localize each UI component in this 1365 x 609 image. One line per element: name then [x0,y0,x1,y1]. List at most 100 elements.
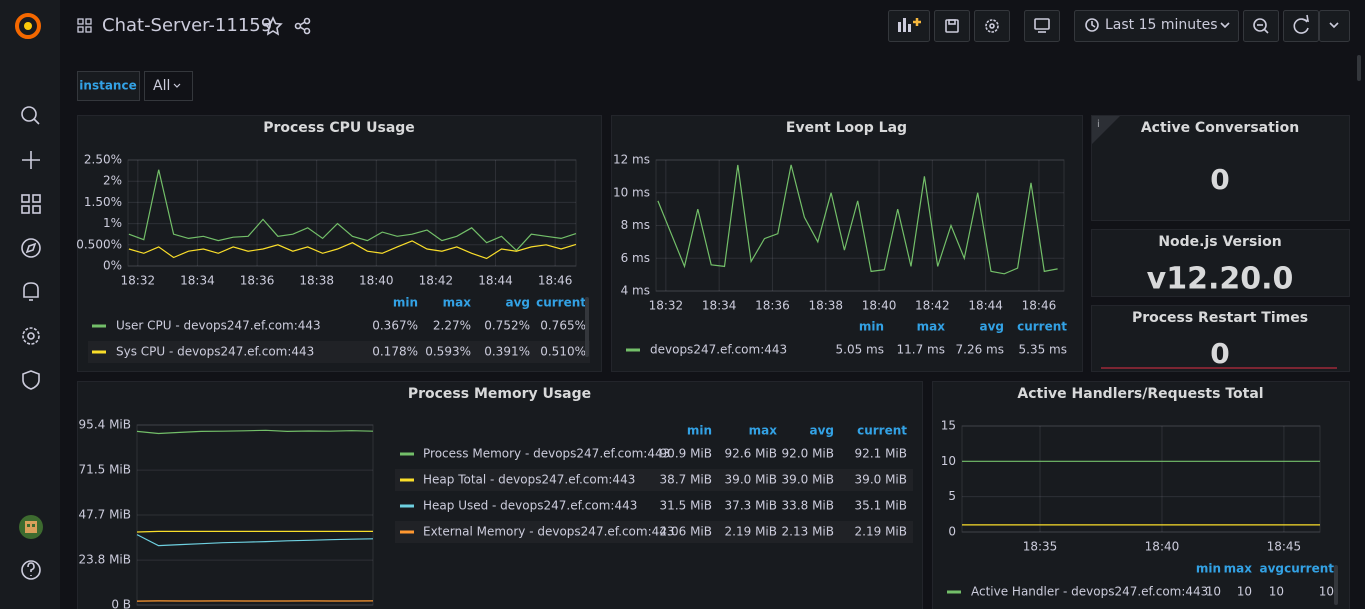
star-button[interactable] [263,16,283,36]
panel [77,381,923,609]
legend-swatch [400,478,414,482]
legend-stat: 38.7 MiB [660,473,712,487]
panel [77,115,602,372]
share-button[interactable] [294,17,311,35]
refresh-button[interactable] [1283,10,1319,42]
search-icon[interactable] [21,106,40,125]
legend-header: max [443,296,472,310]
series-line [136,530,373,533]
legend-stat: 39.0 MiB [855,473,907,487]
x-tick-label: 18:32 [649,299,684,313]
panel-title: Active Handlers/Requests Total [1017,386,1263,402]
x-tick-label: 18:42 [915,299,950,313]
legend-row-bg [88,341,590,363]
admin-icon[interactable] [22,370,40,390]
plot-area [961,425,1321,533]
legend-header: avg [505,296,530,310]
time-picker[interactable] [1074,10,1239,42]
legend-name: Sys CPU - devops247.ef.com:443 [116,345,314,359]
legend-name: devops247.ef.com:443 [650,343,787,357]
dashboard-title[interactable]: Chat-Server-11159 [102,15,272,36]
stat-value: v12.20.0 [1147,262,1294,297]
legend-header: current [1017,320,1067,334]
user-avatar[interactable] [19,515,43,539]
grafana-logo[interactable] [15,13,41,39]
legend-stat: 10 [1269,585,1284,599]
legend-stat: 10 [1206,585,1221,599]
legend-stat: 0.510% [540,345,586,359]
legend-header: min [1196,562,1221,576]
legend-stat: 0.593% [425,345,471,359]
settings-button[interactable] [974,10,1010,42]
variable-select[interactable] [144,71,193,101]
stat-title: Process Restart Times [1132,310,1308,326]
refresh-interval-button[interactable] [1319,10,1350,42]
y-tick-label: 0.500% [76,237,122,251]
y-tick-label: 71.5 MiB [79,463,131,477]
alerting-icon[interactable] [23,282,39,301]
legend-stat: 33.8 MiB [782,499,834,513]
legend-stat: 31.5 MiB [660,499,712,513]
y-tick-label: 1.50% [84,195,122,209]
legend-header: current [1284,562,1334,576]
legend-header: max [749,424,778,438]
legend-header: max [1224,562,1253,576]
scrollbar[interactable] [1357,55,1361,81]
legend-stat: 39.0 MiB [782,473,834,487]
variable-value[interactable]: All [153,78,170,94]
legend-stat: 2.27% [433,319,471,333]
panel-title: Process CPU Usage [263,120,415,136]
stat-value: 0 [1210,337,1229,370]
y-tick-label: 47.7 MiB [79,508,131,522]
x-tick-label: 18:42 [419,274,454,288]
variable-caret[interactable] [173,83,181,88]
time-range[interactable]: Last 15 minutes [1105,17,1218,33]
legend-stat: 92.1 MiB [855,447,907,461]
legend-name: Active Handler - devops247.ef.com:443 [971,585,1208,599]
zoom-out-button[interactable] [1243,10,1279,42]
legend-name: User CPU - devops247.ef.com:443 [116,319,321,333]
x-tick-label: 18:46 [1022,299,1057,313]
legend-stat: 90.9 MiB [660,447,712,461]
panel [1091,229,1350,297]
legend-name: Heap Total - devops247.ef.com:443 [423,473,635,487]
legend-name: Process Memory - devops247.ef.com:443 [423,447,670,461]
panel-info-corner [1092,116,1120,144]
legend-header: avg [979,320,1004,334]
legend-swatch [400,452,414,456]
series-line [136,534,374,547]
series-line [128,169,577,252]
save-button[interactable] [934,10,970,42]
panel [611,115,1083,372]
legend-stat: 2.19 MiB [725,525,777,539]
y-tick-label: 0 B [111,598,131,609]
y-tick-label: 10 ms [613,185,650,199]
legend-swatch [92,324,106,328]
plot-area [127,159,577,267]
legend-stat: 2.13 MiB [782,525,834,539]
panel-title: Event Loop Lag [786,120,907,136]
explore-icon[interactable] [21,238,41,258]
x-tick-label: 18:34 [180,274,215,288]
legend-header: current [857,424,907,438]
create-icon[interactable] [22,151,40,169]
settings-icon[interactable] [22,327,40,345]
x-tick-label: 18:38 [808,299,843,313]
add-panel-button[interactable] [888,10,930,42]
legend-stat: 5.35 ms [1019,343,1067,357]
stat-title: Node.js Version [1158,234,1281,250]
y-tick-label: 0 [948,525,956,539]
help-icon[interactable] [21,560,41,580]
y-tick-label: 2.50% [84,153,122,167]
dashboards-icon[interactable] [21,194,41,214]
stat-value: 0 [1210,163,1229,196]
y-tick-label: 2% [103,174,122,188]
tv-mode-button[interactable] [1024,10,1060,42]
x-tick-label: 18:40 [359,274,394,288]
sidebar [0,0,60,609]
legend-header: min [859,320,884,334]
legend-swatch [626,348,640,352]
legend-header: current [536,296,586,310]
legend-stat: 0.367% [372,319,418,333]
